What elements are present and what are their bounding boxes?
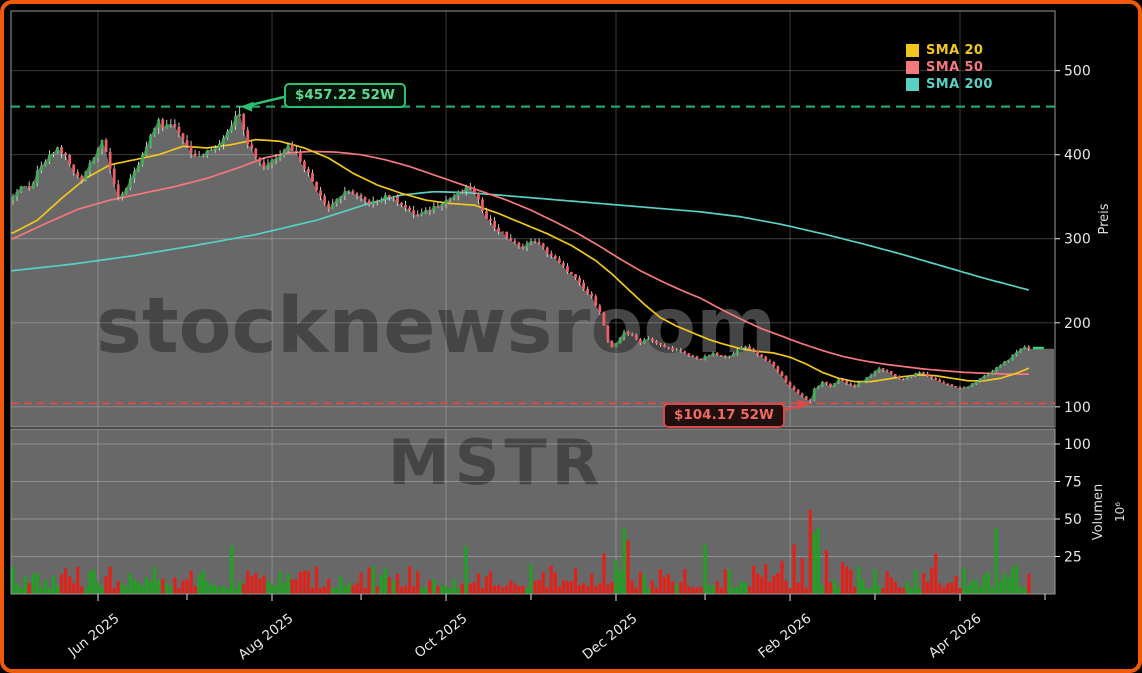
sma50-legend-label: SMA 50 <box>926 59 984 75</box>
svg-text:300: 300 <box>1064 232 1091 248</box>
legend-item-sma200: SMA 200 <box>906 76 993 92</box>
sma200-swatch-icon <box>906 77 919 91</box>
gridline-layer <box>11 11 1055 594</box>
svg-text:25: 25 <box>1064 550 1082 566</box>
price-axis-title: Preis <box>1097 203 1112 234</box>
sma20-swatch-icon <box>906 43 919 57</box>
sma-legend: SMA 20 SMA 50 SMA 200 <box>906 42 993 92</box>
52-week-low-label: $104.17 52W <box>674 407 774 423</box>
svg-text:50: 50 <box>1064 512 1082 528</box>
watermark-layer: stocknewsroom MSTR <box>96 282 776 499</box>
svg-text:100: 100 <box>1064 437 1091 453</box>
axis-title-layer: Preis Volumen 10⁶ <box>1091 203 1127 540</box>
legend-item-sma20: SMA 20 <box>906 42 993 58</box>
52-week-high-label: $457.22 52W <box>295 87 395 103</box>
volume-axis-title: Volumen <box>1091 484 1106 541</box>
legend-item-sma50: SMA 50 <box>906 59 993 75</box>
svg-text:100: 100 <box>1064 400 1091 416</box>
volume-axis-scale: 10⁶ <box>1113 502 1127 522</box>
svg-text:400: 400 <box>1064 148 1091 164</box>
series-layer <box>11 105 1055 594</box>
sma50-swatch-icon <box>906 60 919 74</box>
svg-text:75: 75 <box>1064 475 1082 491</box>
sma200-legend-label: SMA 200 <box>926 76 993 92</box>
52-week-low-badge: $104.17 52W <box>663 403 785 428</box>
52-week-high-badge: $457.22 52W <box>284 83 406 108</box>
sma20-legend-label: SMA 20 <box>926 42 984 58</box>
watermark-site-text: stocknewsroom <box>96 282 776 371</box>
svg-text:200: 200 <box>1064 316 1091 332</box>
svg-text:500: 500 <box>1064 64 1091 80</box>
watermark-symbol-text: MSTR <box>388 426 604 499</box>
